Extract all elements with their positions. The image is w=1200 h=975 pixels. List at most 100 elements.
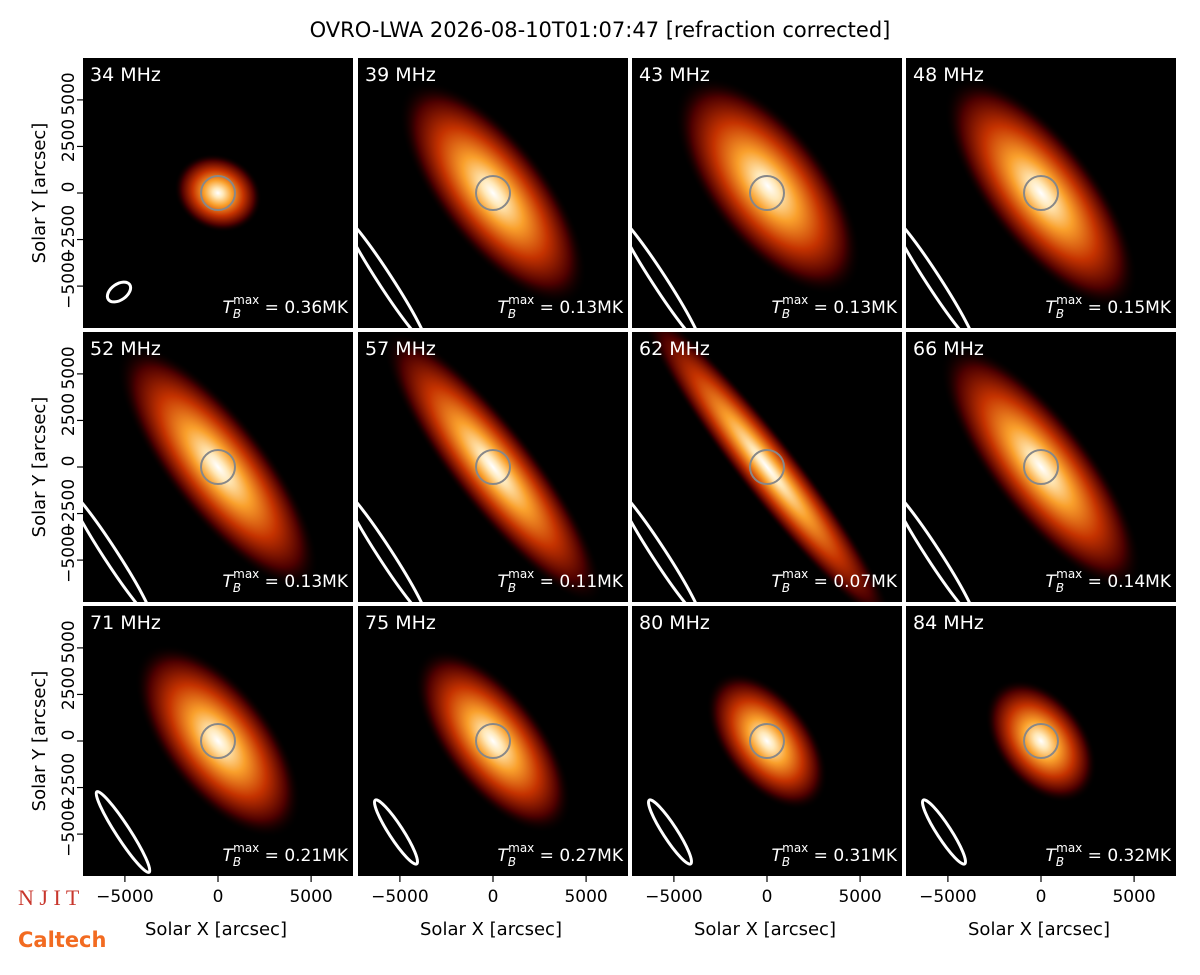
beam — [105, 280, 133, 304]
tb-symbol: T — [223, 572, 235, 592]
emission — [174, 153, 262, 233]
panel-image — [83, 332, 353, 602]
solar-disk — [200, 175, 236, 211]
tb-max-label: TBmax = 0.11MK — [498, 567, 624, 595]
panel-image — [83, 58, 353, 328]
frequency-label: 39 MHz — [365, 64, 436, 86]
x-tick-label: −5000 — [919, 887, 977, 907]
y-tick-label: −2500 — [59, 753, 79, 811]
y-axis-label: Solar Y [arcsec] — [29, 671, 50, 812]
panel-image — [906, 606, 1176, 876]
tb-value: = 0.32MK — [1082, 846, 1172, 866]
solar-disk — [1023, 723, 1059, 759]
solar-disk — [475, 175, 511, 211]
x-tick-label: 5000 — [289, 887, 332, 907]
tb-max-label: TBmax = 0.13MK — [498, 293, 624, 321]
x-tick-label: 0 — [1036, 887, 1047, 907]
panel: 52 MHz TBmax = 0.13MK −5000−2500 0 2500 5000 S… — [29, 332, 353, 602]
tb-sup: max — [1056, 841, 1082, 855]
y-tick-label: 5000 — [59, 72, 79, 115]
frequency-label: 57 MHz — [365, 338, 436, 360]
y-tick-label: −5000 — [59, 799, 79, 857]
frequency-label: 75 MHz — [365, 612, 436, 634]
tb-max-label: TBmax = 0.27MK — [498, 841, 624, 869]
panel-image — [358, 58, 628, 328]
x-tick-label: −5000 — [96, 887, 154, 907]
tb-symbol: T — [498, 298, 510, 318]
beam — [372, 798, 420, 866]
tb-sup: max — [782, 293, 808, 307]
tb-sup: max — [508, 567, 534, 581]
tb-max-label: TBmax = 0.07MK — [772, 567, 898, 595]
y-axis-label: Solar Y [arcsec] — [29, 397, 50, 538]
tb-max-label: TBmax = 0.32MK — [1046, 841, 1172, 869]
beam — [906, 215, 976, 328]
tb-value: = 0.13MK — [259, 572, 349, 592]
x-axis-label: Solar X [arcsec] — [968, 919, 1110, 940]
emission — [944, 77, 1138, 309]
solar-disk — [200, 449, 236, 485]
x-axis-label: Solar X [arcsec] — [145, 919, 287, 940]
x-tick-label: 5000 — [838, 887, 881, 907]
x-tick-label: 5000 — [564, 887, 607, 907]
tb-max-label: TBmax = 0.13MK — [223, 567, 349, 595]
y-tick-label: 5000 — [59, 346, 79, 389]
tb-symbol: T — [1046, 298, 1058, 318]
tb-sup: max — [508, 841, 534, 855]
tb-symbol: T — [772, 572, 784, 592]
tb-value: = 0.13MK — [808, 298, 898, 318]
emission — [383, 332, 603, 602]
y-tick-label: 0 — [59, 182, 79, 193]
solar-disk — [475, 449, 511, 485]
x-tick-label: −5000 — [645, 887, 703, 907]
tb-sub: B — [1056, 855, 1064, 869]
tb-symbol: T — [498, 572, 510, 592]
y-tick-label: 0 — [59, 456, 79, 467]
tb-sub: B — [233, 855, 241, 869]
tb-sub: B — [782, 581, 790, 595]
tb-sub: B — [508, 307, 516, 321]
tb-sub: B — [233, 581, 241, 595]
solar-disk — [1023, 449, 1059, 485]
panel: 43 MHz TBmax = 0.13MK — [632, 58, 902, 328]
tb-sub: B — [782, 855, 790, 869]
panel: 66 MHz TBmax = 0.14MK — [906, 332, 1176, 602]
tb-sub: B — [1056, 581, 1064, 595]
panel-image — [83, 606, 353, 876]
x-axis-label: Solar X [arcsec] — [420, 919, 562, 940]
y-tick-label: −5000 — [59, 525, 79, 583]
tb-sup: max — [508, 293, 534, 307]
tb-symbol: T — [223, 846, 235, 866]
tb-sub: B — [782, 307, 790, 321]
tb-symbol: T — [1046, 846, 1058, 866]
beam — [632, 489, 702, 602]
figure-title: OVRO-LWA 2026-08-10T01:07:47 [refraction… — [310, 18, 891, 42]
panel: 48 MHz TBmax = 0.15MK — [906, 58, 1176, 328]
tb-value: = 0.15MK — [1082, 298, 1172, 318]
y-tick-label: 2500 — [59, 119, 79, 162]
beam — [646, 798, 694, 866]
tb-sup: max — [233, 293, 259, 307]
tb-symbol: T — [1046, 572, 1058, 592]
logo-njit: N J I T — [18, 885, 80, 910]
tb-max-label: TBmax = 0.31MK — [772, 841, 898, 869]
beam — [632, 215, 702, 328]
tb-symbol: T — [772, 298, 784, 318]
emission — [399, 81, 587, 305]
tb-symbol: T — [498, 846, 510, 866]
emission — [641, 332, 893, 602]
x-tick-label: −5000 — [371, 887, 429, 907]
frequency-label: 84 MHz — [913, 612, 984, 634]
solar-disk — [749, 175, 785, 211]
tb-max-label: TBmax = 0.36MK — [223, 293, 349, 321]
tb-sup: max — [233, 841, 259, 855]
panel-image — [632, 332, 902, 602]
solar-disk — [200, 723, 236, 759]
tb-value: = 0.14MK — [1082, 572, 1172, 592]
tb-value: = 0.27MK — [534, 846, 624, 866]
panel-image — [358, 606, 628, 876]
panel: 62 MHz TBmax = 0.07MK — [632, 332, 902, 602]
tb-sub: B — [508, 581, 516, 595]
